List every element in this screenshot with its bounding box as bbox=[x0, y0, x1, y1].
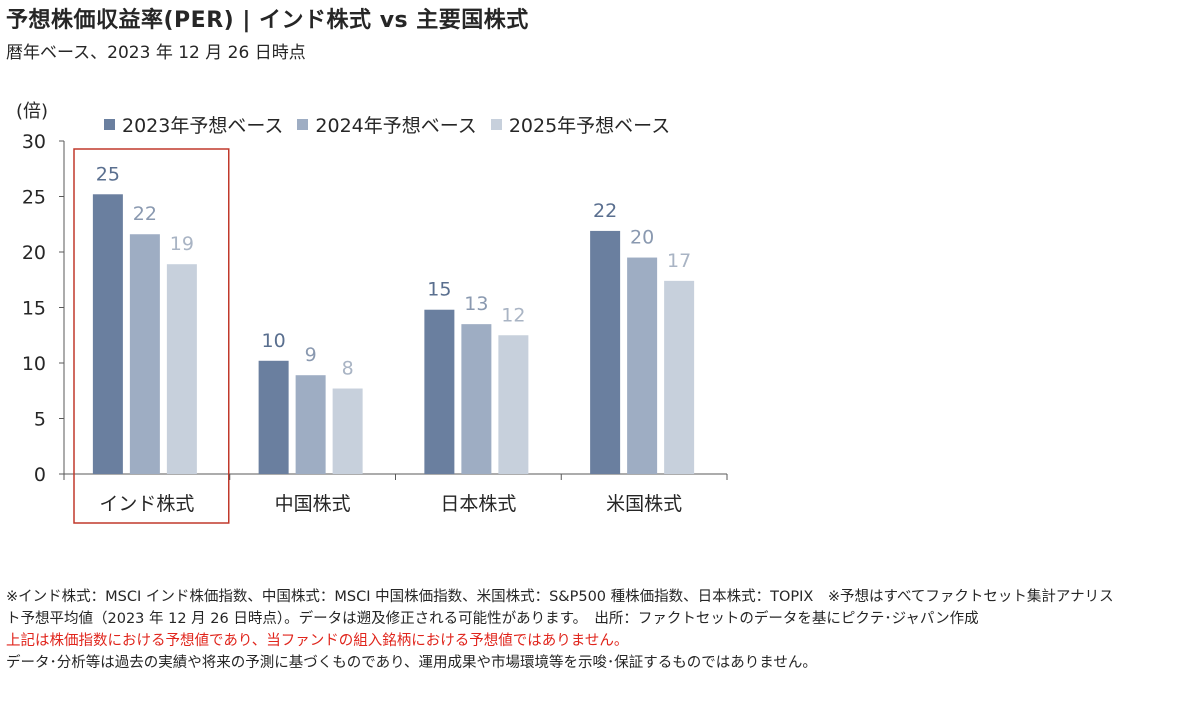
footnotes: ※インド株式：MSCI インド株価指数、中国株式：MSCI 中国株価指数、米国株… bbox=[6, 586, 1126, 674]
legend-label-2024: 2024年予想ベース bbox=[315, 115, 477, 137]
footnote-sources: ※インド株式：MSCI インド株価指数、中国株式：MSCI 中国株価指数、米国株… bbox=[6, 589, 1114, 627]
data-label: 20 bbox=[630, 227, 654, 249]
y-tick-label: 25 bbox=[22, 187, 46, 209]
y-tick-label: 30 bbox=[22, 131, 46, 153]
x-category-label: 日本株式 bbox=[440, 493, 516, 515]
bar-2024 bbox=[129, 234, 160, 474]
data-label: 22 bbox=[133, 203, 157, 225]
highlight-box bbox=[73, 148, 230, 524]
bar-2025 bbox=[166, 264, 197, 474]
legend-item-2025: 2025年予想ベース bbox=[490, 111, 671, 138]
bar-2023 bbox=[258, 360, 289, 474]
footnote-warning: 上記は株価指数における予想値であり、当ファンドの組入銘柄における予想値ではありま… bbox=[6, 633, 629, 649]
bar-2025 bbox=[332, 388, 363, 474]
page-title: 予想株価収益率(PER) | インド株式 vs 主要国株式 bbox=[6, 8, 529, 33]
y-tick-label: 20 bbox=[22, 242, 46, 264]
bar-2023 bbox=[92, 194, 123, 474]
chart-legend: 2023年予想ベース 2024年予想ベース 2025年予想ベース bbox=[104, 111, 670, 138]
data-label: 13 bbox=[464, 293, 488, 315]
data-label: 22 bbox=[593, 200, 617, 222]
x-category-label: 中国株式 bbox=[275, 493, 351, 515]
data-label: 9 bbox=[305, 344, 317, 366]
legend-swatch-2023 bbox=[104, 119, 115, 130]
data-label: 19 bbox=[170, 233, 194, 255]
bar-2024 bbox=[295, 375, 326, 474]
y-tick-label: 0 bbox=[34, 464, 46, 486]
data-label: 25 bbox=[96, 163, 120, 185]
bar-2025 bbox=[664, 280, 695, 474]
bar-2025 bbox=[498, 335, 529, 474]
data-label: 10 bbox=[262, 330, 286, 352]
bar-2024 bbox=[627, 257, 658, 474]
bar-2023 bbox=[424, 309, 455, 474]
data-label: 17 bbox=[667, 250, 691, 272]
data-label: 8 bbox=[342, 358, 354, 380]
legend-label-2025: 2025年予想ベース bbox=[508, 115, 671, 137]
legend-label-2023: 2023年予想ベース bbox=[122, 115, 284, 137]
legend-swatch-2024 bbox=[297, 119, 309, 130]
y-tick-label: 10 bbox=[22, 353, 46, 375]
page-subtitle: 暦年ベース、2023 年 12 月 26 日時点 bbox=[6, 43, 306, 63]
legend-item-2024: 2024年予想ベース bbox=[297, 111, 477, 138]
bar-2023 bbox=[590, 230, 621, 474]
data-label: 15 bbox=[427, 279, 451, 301]
x-category-label: インド株式 bbox=[99, 493, 194, 515]
y-axis-unit-label: (倍) bbox=[16, 101, 49, 122]
bar-2024 bbox=[461, 324, 492, 474]
y-tick-label: 15 bbox=[22, 298, 46, 320]
legend-swatch-2025 bbox=[490, 119, 502, 130]
data-label: 12 bbox=[501, 304, 525, 326]
legend-item-2023: 2023年予想ベース bbox=[104, 111, 283, 138]
y-tick-label: 5 bbox=[34, 409, 46, 431]
x-category-label: 米国株式 bbox=[606, 493, 682, 515]
footnote-disclaimer: データ･分析等は過去の実績や将来の予測に基づくものであり、運用成果や市場環境等を… bbox=[6, 655, 817, 671]
